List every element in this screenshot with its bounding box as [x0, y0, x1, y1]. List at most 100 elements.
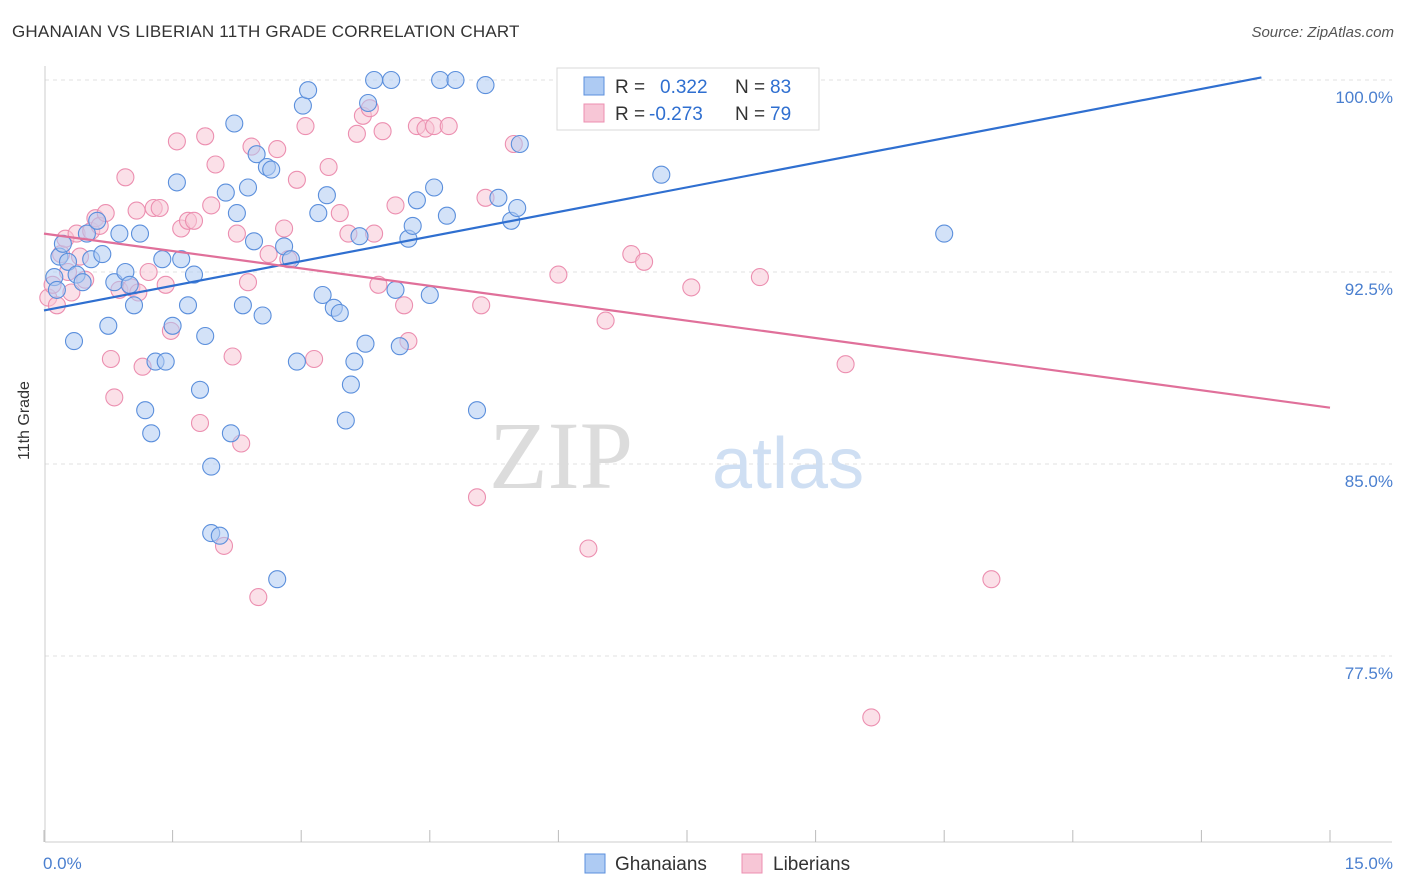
- ghanaians-point-61: [359, 93, 378, 113]
- ghanaians-point-18: [130, 224, 150, 243]
- trend-line-liberians: [43, 232, 1331, 409]
- ghanaians-point-56: [336, 411, 355, 430]
- axes: [43, 66, 1392, 843]
- x-tick-label-0: 0.0%: [43, 854, 82, 873]
- r-label-blue: R =: [615, 77, 645, 98]
- ghanaians-point-38: [233, 296, 252, 315]
- liberians-point-76: [836, 355, 855, 374]
- liberians-point-34: [206, 155, 225, 174]
- ghanaians-point-32: [202, 457, 221, 476]
- trend-lines: [43, 76, 1331, 409]
- liberians-point-43: [268, 140, 287, 159]
- ghanaians-point-36: [225, 114, 244, 133]
- ghanaians-point-82: [935, 224, 954, 243]
- ghanaians-point-78: [508, 198, 527, 218]
- ghanaians-point-33: [210, 526, 229, 545]
- ghanaians-point-24: [163, 316, 182, 335]
- ghanaians-point-49: [293, 96, 312, 115]
- ghanaians-point-45: [268, 570, 287, 589]
- watermark-atlas: atlas: [712, 424, 864, 504]
- liberians-point-33: [202, 196, 221, 215]
- ghanaians-point-62: [365, 70, 384, 90]
- ghanaians-point-34: [216, 183, 235, 202]
- ghanaians-point-68: [407, 191, 426, 210]
- liberians-point-44: [275, 219, 294, 238]
- liberians-point-36: [223, 347, 242, 366]
- ghanaians-point-27: [178, 296, 198, 315]
- y-tick-label-0: 100.0%: [1335, 88, 1393, 107]
- n-value-blue: 83: [770, 77, 791, 98]
- liberians-point-64: [439, 117, 458, 136]
- ghanaians-point-39: [238, 178, 258, 197]
- stats-legend-swatch-blue: [583, 76, 605, 96]
- ghanaians-point-81: [652, 165, 671, 184]
- ghanaians-point-76: [489, 188, 508, 207]
- legend-label-ghanaians: Ghanaians: [615, 854, 707, 875]
- watermark-zip: ZIP: [489, 402, 633, 509]
- ghanaians-point-48: [287, 352, 306, 371]
- ghanaians-point-51: [309, 204, 328, 223]
- ghanaians-point-7: [73, 273, 92, 292]
- liberians-point-52: [347, 124, 366, 143]
- liberians-point-50: [330, 204, 349, 223]
- ghanaians-point-71: [431, 70, 450, 90]
- ghanaians-point-44: [262, 160, 281, 179]
- ghanaians-point-1: [47, 280, 66, 299]
- liberians-point-46: [287, 170, 306, 189]
- y-tick-label-2: 85.0%: [1345, 472, 1393, 491]
- ghanaians-point-5: [64, 332, 84, 351]
- liberians-point-2: [47, 296, 66, 315]
- r-label-pink: R =: [615, 104, 645, 125]
- ghanaians-point-57: [341, 375, 360, 394]
- ghanaians-point-55: [330, 303, 349, 323]
- liberians-point-66: [472, 296, 491, 315]
- stats-legend-swatch-pink: [583, 103, 605, 123]
- ghanaians-point-42: [253, 306, 272, 325]
- ghanaians-point-59: [350, 227, 369, 246]
- stats-legend: R = 0.322 N = 83 R = -0.273 N = 79: [556, 67, 820, 131]
- liberians-point-31: [190, 413, 210, 433]
- ghanaians-point-41: [247, 145, 266, 164]
- liberians-point-73: [635, 252, 654, 271]
- ghanaians-point-11: [93, 245, 112, 264]
- liberians-point-24: [150, 198, 169, 218]
- x-tick-label-1: 15.0%: [1345, 854, 1393, 873]
- liberians-point-19: [127, 201, 146, 220]
- liberians-point-27: [167, 132, 186, 151]
- ghanaians-point-10: [88, 211, 107, 230]
- ghanaians-point-70: [425, 178, 444, 197]
- liberians-point-59: [395, 296, 414, 315]
- ghanaians-point-69: [420, 285, 439, 305]
- ghanaians-point-67: [403, 216, 422, 235]
- liberians-point-41: [249, 588, 268, 607]
- liberians-point-17: [116, 168, 135, 187]
- ghanaians-point-22: [153, 250, 172, 269]
- liberians-point-48: [305, 349, 324, 369]
- source-credit: Source: ZipAtlas.com: [1251, 24, 1394, 41]
- liberians-point-37: [227, 224, 246, 243]
- ghanaians-point-35: [221, 424, 240, 443]
- legend-label-liberians: Liberians: [773, 854, 850, 875]
- ghanaians-point-63: [382, 70, 401, 90]
- legend-swatch-ghanaians: [584, 853, 606, 874]
- n-value-pink: 79: [770, 104, 791, 125]
- liberians-point-77: [982, 570, 1001, 589]
- liberians-point-25: [156, 275, 175, 294]
- ghanaians-point-17: [124, 296, 144, 315]
- ghanaians-point-73: [446, 70, 465, 90]
- ghanaians-point-29: [190, 380, 210, 399]
- watermark: ZIP atlas: [489, 402, 864, 509]
- ghanaians-point-53: [317, 186, 336, 205]
- ghanaians-point-58: [345, 352, 364, 371]
- liberians-point-69: [549, 265, 568, 284]
- ghanaians-point-37: [227, 204, 246, 223]
- y-tick-label-1: 92.5%: [1345, 280, 1393, 299]
- trend-line-ghanaians: [43, 76, 1262, 312]
- n-label-pink: N =: [735, 104, 765, 125]
- liberians-point-14: [101, 349, 120, 369]
- liberians-point-71: [596, 311, 615, 330]
- ghanaians-point-72: [437, 206, 456, 225]
- liberians-point-75: [750, 268, 769, 287]
- ghanaians-point-14: [110, 224, 129, 243]
- ghanaians-point-64: [386, 280, 405, 299]
